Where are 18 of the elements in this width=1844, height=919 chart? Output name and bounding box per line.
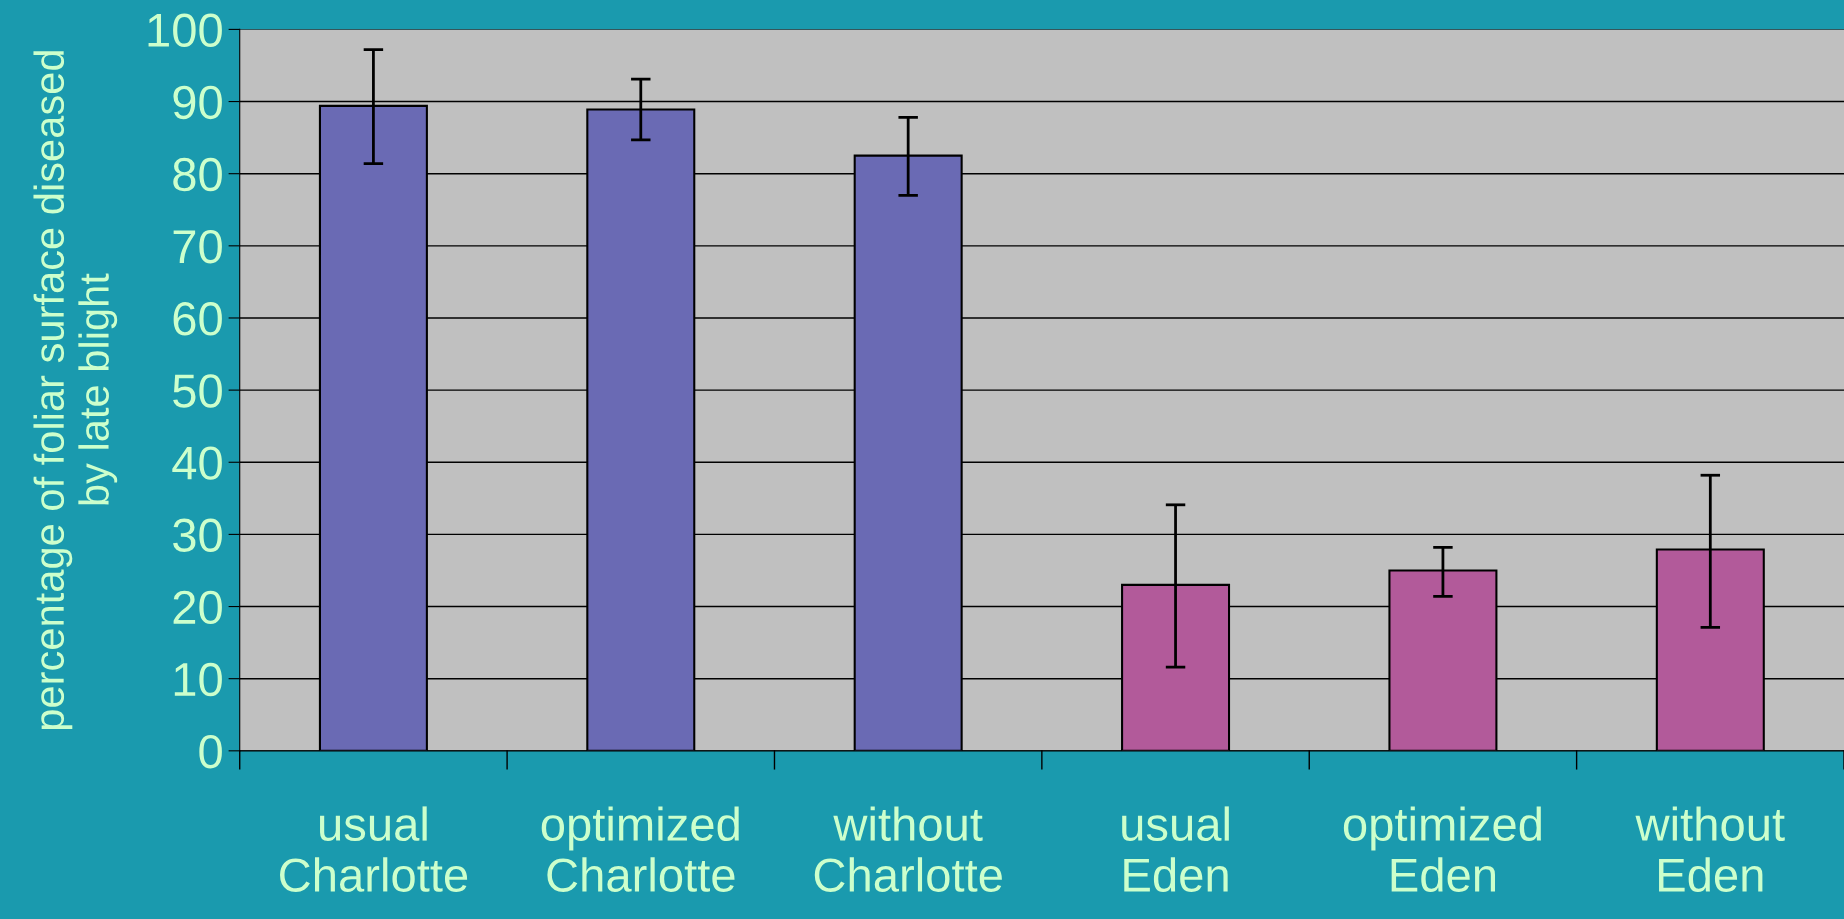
y-tick-label: 50	[173, 374, 222, 408]
y-tick-label: 0	[199, 734, 222, 769]
x-tick-label: optimized Charlotte	[541, 806, 739, 892]
y-tick-label: 40	[172, 446, 222, 480]
y-tick-label: 30	[173, 518, 222, 552]
y-axis-title: percentage of foliar surface diseased by late blight	[33, 51, 118, 730]
x-tick-label: usual Eden	[1122, 806, 1229, 892]
x-tick-label: without Eden	[1635, 806, 1785, 892]
x-tick-label: optimized Eden	[1343, 806, 1541, 892]
y-tick-label: 90	[173, 85, 222, 120]
y-tick-label: 60	[173, 302, 222, 336]
y-tick-label: 70	[173, 229, 222, 264]
x-tick-label: without Charlotte	[814, 806, 1002, 892]
y-tick-label: 10	[174, 662, 222, 697]
y-tick-label: 100	[148, 13, 222, 47]
y-tick-label: 80	[173, 157, 222, 192]
x-tick-label: usual Charlotte	[280, 806, 468, 892]
y-tick-label: 20	[173, 590, 222, 625]
